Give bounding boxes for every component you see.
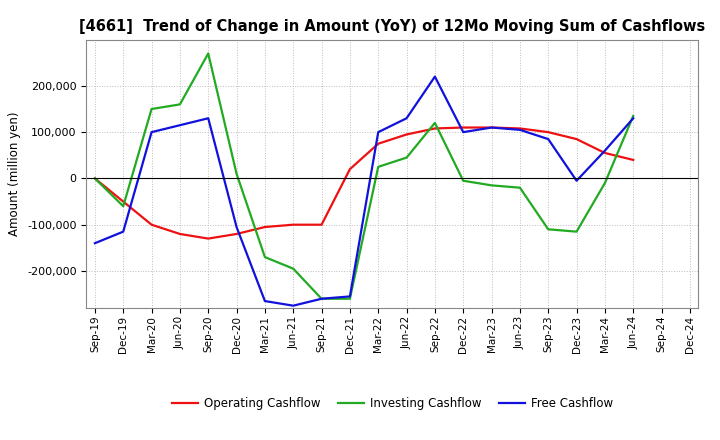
Free Cashflow [204,116,212,121]
Operating Cashflow [459,125,467,130]
Title: [4661]  Trend of Change in Amount (YoY) of 12Mo Moving Sum of Cashflows: [4661] Trend of Change in Amount (YoY) o… [79,19,706,34]
Operating Cashflow [289,222,297,227]
Operating Cashflow [204,236,212,241]
Operating Cashflow [374,141,382,147]
Operating Cashflow [516,126,524,131]
Investing Cashflow [346,296,354,301]
Operating Cashflow [233,231,241,237]
Line: Operating Cashflow: Operating Cashflow [95,128,633,238]
Operating Cashflow [629,157,637,162]
Free Cashflow [374,129,382,135]
Free Cashflow [289,303,297,308]
Free Cashflow [600,148,609,153]
Investing Cashflow [572,229,581,234]
Operating Cashflow [544,129,552,135]
Investing Cashflow [119,204,127,209]
Free Cashflow [261,298,269,304]
Free Cashflow [91,241,99,246]
Investing Cashflow [204,51,212,56]
Free Cashflow [119,229,127,234]
Line: Investing Cashflow: Investing Cashflow [95,54,633,299]
Investing Cashflow [459,178,467,183]
Free Cashflow [346,294,354,299]
Free Cashflow [176,123,184,128]
Investing Cashflow [629,114,637,119]
Operating Cashflow [600,150,609,156]
Free Cashflow [572,178,581,183]
Operating Cashflow [91,176,99,181]
Investing Cashflow [374,164,382,169]
Investing Cashflow [289,266,297,271]
Operating Cashflow [431,126,439,131]
Investing Cashflow [233,171,241,176]
Operating Cashflow [318,222,326,227]
Operating Cashflow [176,231,184,237]
Investing Cashflow [261,254,269,260]
Investing Cashflow [600,180,609,186]
Y-axis label: Amount (million yen): Amount (million yen) [9,112,22,236]
Free Cashflow [318,296,326,301]
Free Cashflow [487,125,496,130]
Free Cashflow [629,116,637,121]
Operating Cashflow [261,224,269,230]
Free Cashflow [233,224,241,230]
Investing Cashflow [431,120,439,125]
Investing Cashflow [487,183,496,188]
Free Cashflow [544,136,552,142]
Operating Cashflow [572,136,581,142]
Free Cashflow [431,74,439,79]
Investing Cashflow [318,296,326,301]
Line: Free Cashflow: Free Cashflow [95,77,633,306]
Investing Cashflow [148,106,156,112]
Operating Cashflow [487,125,496,130]
Free Cashflow [459,129,467,135]
Operating Cashflow [119,199,127,204]
Operating Cashflow [402,132,411,137]
Free Cashflow [516,127,524,132]
Operating Cashflow [148,222,156,227]
Free Cashflow [402,116,411,121]
Investing Cashflow [544,227,552,232]
Legend: Operating Cashflow, Investing Cashflow, Free Cashflow: Operating Cashflow, Investing Cashflow, … [167,392,618,415]
Investing Cashflow [402,155,411,160]
Investing Cashflow [176,102,184,107]
Operating Cashflow [346,166,354,172]
Investing Cashflow [516,185,524,191]
Investing Cashflow [91,176,99,181]
Free Cashflow [148,129,156,135]
